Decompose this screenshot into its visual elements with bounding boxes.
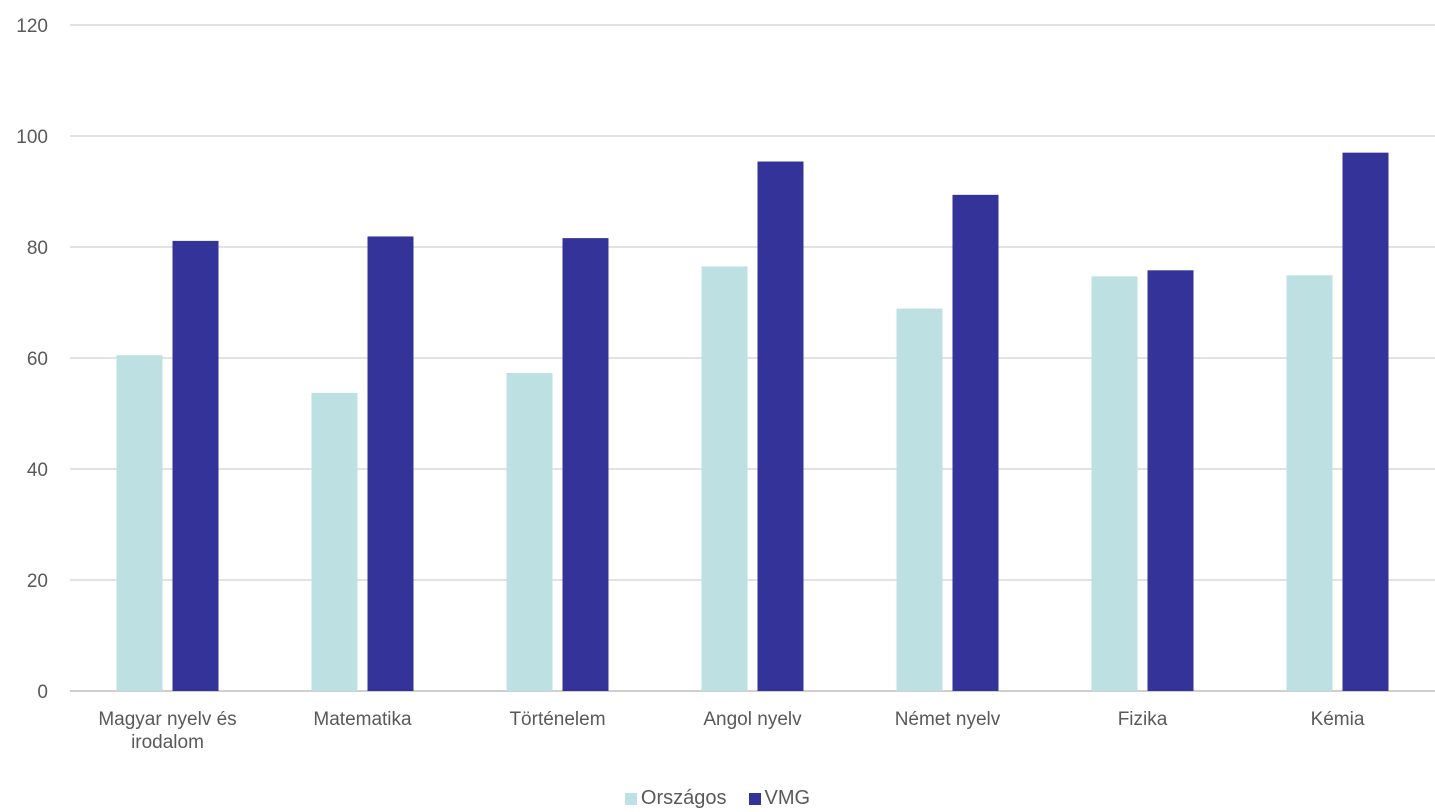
y-tick-label: 40 — [27, 460, 48, 481]
x-category-label: Magyar nyelv és irodalom — [98, 709, 236, 753]
bar-orszagos — [1091, 276, 1138, 691]
x-category-label: Kémia — [1311, 709, 1365, 730]
bar-vmg — [172, 240, 219, 691]
y-tick-label: 80 — [27, 238, 48, 259]
bars — [116, 152, 1389, 691]
bar-vmg — [562, 238, 609, 691]
bar-vmg — [952, 194, 999, 691]
legend-label-orszagos: Országos — [640, 787, 727, 809]
bar-vmg — [757, 161, 804, 691]
bar-orszagos — [1286, 275, 1333, 691]
bar-vmg — [1342, 152, 1389, 691]
legend: Országos VMG — [0, 787, 1435, 810]
legend-swatch-vmg — [748, 792, 761, 805]
y-tick-label: 120 — [16, 16, 48, 37]
bar-orszagos — [311, 392, 358, 691]
gridlines — [70, 24, 1435, 692]
legend-item-orszagos: Országos — [624, 787, 727, 810]
x-axis-category-labels: Magyar nyelv és irodalom Matematika Történe… — [98, 709, 1365, 753]
bar-orszagos — [506, 372, 553, 691]
y-tick-label: 60 — [27, 349, 48, 370]
x-category-label: Német nyelv — [895, 709, 1001, 730]
legend-swatch-orszagos — [624, 792, 637, 805]
legend-item-vmg: VMG — [748, 787, 811, 810]
bar-vmg — [367, 236, 414, 691]
bar-orszagos — [701, 266, 748, 691]
bar-orszagos — [896, 308, 943, 691]
y-axis-tick-labels: 0 20 40 60 80 100 120 — [16, 16, 48, 703]
y-tick-label: 0 — [37, 682, 48, 703]
x-category-label: Történelem — [509, 709, 605, 730]
x-category-label: Matematika — [313, 709, 412, 730]
y-tick-label: 100 — [16, 127, 48, 148]
y-tick-label: 20 — [27, 571, 48, 592]
bar-vmg — [1147, 270, 1194, 691]
x-category-label: Fizika — [1118, 709, 1168, 730]
bar-orszagos — [116, 355, 163, 691]
x-category-label: Angol nyelv — [703, 709, 802, 730]
legend-label-vmg: VMG — [764, 787, 811, 809]
